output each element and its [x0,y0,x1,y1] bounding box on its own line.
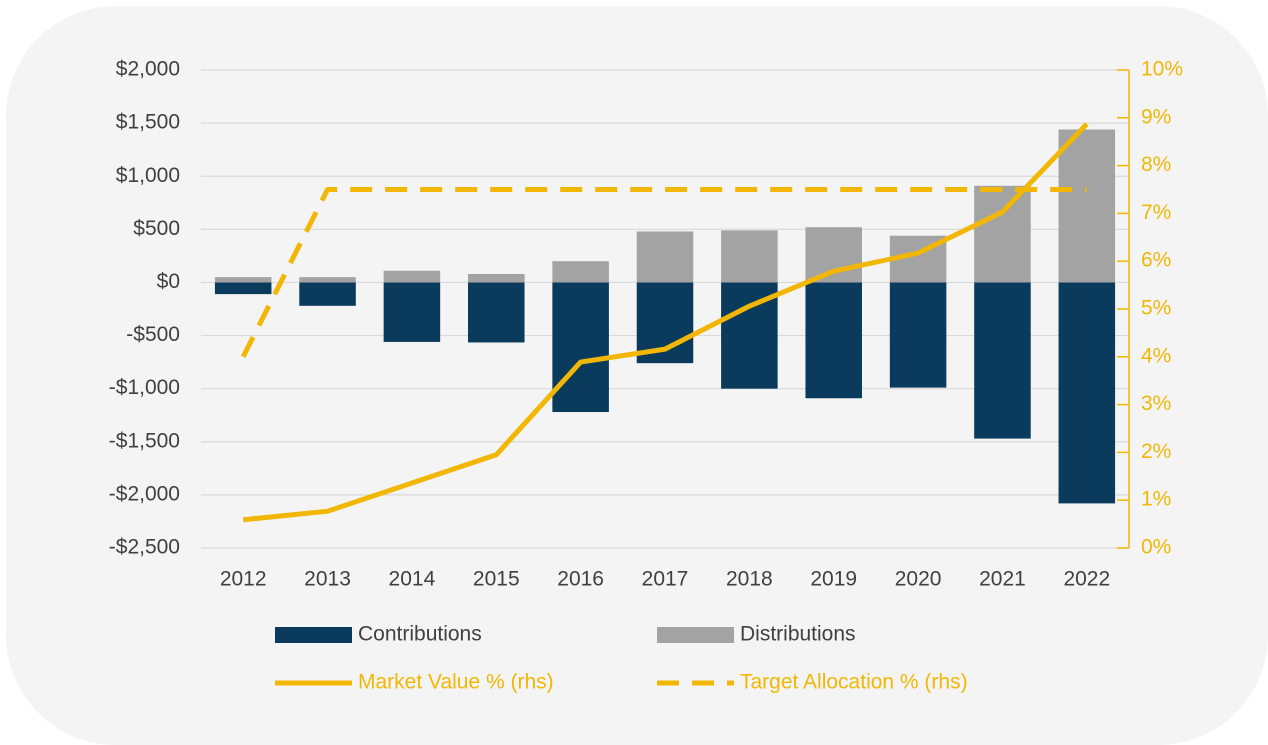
bar [805,227,862,283]
legend-label: Distributions [740,623,856,646]
bar [552,261,609,283]
y2-tick-label: 8% [1141,153,1171,176]
bar [383,282,441,342]
bar [214,282,272,295]
bar [383,270,441,283]
y-tick-label: $500 [133,217,180,240]
y-tick-label: -$1,500 [109,429,180,452]
legend-label: Market Value % (rhs) [358,671,554,694]
y2-tick-label: 7% [1141,201,1171,224]
bar [805,282,862,399]
y-tick-label: -$500 [126,323,180,346]
y2-tick-label: 4% [1141,344,1171,367]
bar [214,277,272,283]
x-tick-label: 2013 [304,568,351,591]
y-tick-label: -$1,000 [109,376,180,399]
bar [1058,282,1116,504]
bar [974,185,1031,283]
y-tick-label: $1,500 [116,111,180,134]
bar [468,282,525,343]
y2-tick-label: 10% [1141,58,1183,81]
bar [721,230,778,283]
legend-label: Contributions [358,623,482,646]
y-tick-label: $2,000 [116,58,180,81]
x-tick-label: 2017 [642,568,689,591]
line-series [240,187,1087,358]
x-tick-label: 2020 [895,568,942,591]
line-series [242,122,1089,523]
bar [1058,129,1116,283]
x-tick-label: 2016 [557,568,604,591]
y2-tick-label: 1% [1141,488,1171,511]
x-tick-label: 2019 [810,568,857,591]
x-tick-label: 2012 [220,568,267,591]
y-tick-label: -$2,000 [109,482,180,505]
bar [299,277,356,283]
y2-tick-label: 5% [1141,297,1171,320]
bar [974,282,1031,439]
legend-swatch [657,627,734,643]
y2-tick-label: 2% [1141,440,1171,463]
y2-tick-label: 9% [1141,105,1171,128]
y-tick-label: -$2,500 [109,536,180,559]
legend-label: Target Allocation % (rhs) [740,671,968,694]
x-tick-label: 2015 [473,568,520,591]
y2-tick-label: 0% [1141,536,1171,559]
x-tick-label: 2014 [389,568,436,591]
legend-swatch [275,627,352,643]
x-tick-label: 2022 [1063,568,1110,591]
y2-tick-label: 3% [1141,392,1171,415]
bar [468,273,525,283]
bar [636,231,694,283]
bar [889,282,947,388]
x-tick-label: 2018 [726,568,773,591]
bar [299,282,356,306]
x-tick-label: 2021 [979,568,1026,591]
y-tick-label: $1,000 [116,164,180,187]
bar [552,282,609,413]
y2-tick-label: 6% [1141,249,1171,272]
y-tick-label: $0 [157,270,180,293]
